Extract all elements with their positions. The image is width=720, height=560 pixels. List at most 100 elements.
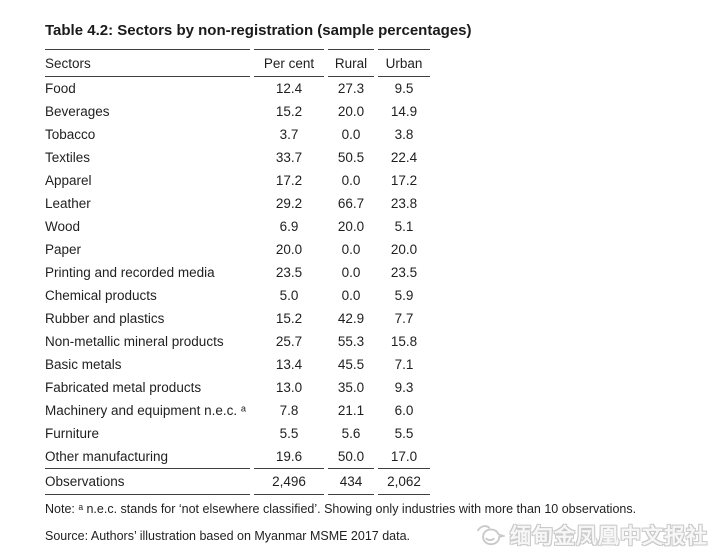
sector-cell: Textiles (45, 150, 91, 165)
sector-cell: Tobacco (45, 127, 96, 142)
rural-cell: 20.0 (337, 219, 365, 234)
percent-cell: 5.5 (279, 426, 299, 441)
urban-cell: 20.0 (390, 242, 418, 257)
percent-cell: 12.4 (275, 81, 303, 96)
sector-cell: Rubber and plastics (45, 311, 165, 326)
percent-cell: 25.7 (275, 334, 303, 349)
percent-cell: 3.7 (279, 127, 299, 142)
percent-cell: 13.4 (275, 357, 303, 372)
table-row: Food 12.4 27.3 9.5 (45, 77, 430, 100)
urban-cell: 14.9 (390, 104, 418, 119)
rural-cell: 0.0 (341, 242, 361, 257)
table-row: Leather 29.2 66.7 23.8 (45, 192, 430, 215)
sector-cell: Machinery and equipment n.e.c. ᵃ (45, 403, 246, 418)
table-row: Chemical products 5.0 0.0 5.9 (45, 284, 430, 307)
rural-cell: 21.1 (337, 403, 365, 418)
rural-cell: 0.0 (341, 265, 361, 280)
urban-cell: 17.2 (390, 173, 418, 188)
sector-cell: Other manufacturing (45, 449, 169, 464)
percent-cell: 23.5 (275, 265, 303, 280)
rural-cell: 45.5 (337, 357, 365, 372)
phoenix-logo-icon (477, 525, 505, 546)
rural-cell: 0.0 (341, 288, 361, 303)
sector-cell: Chemical products (45, 288, 157, 303)
percent-cell: 6.9 (279, 219, 299, 234)
column-header-urban: Urban (378, 49, 430, 77)
table-source: Source: Authors’ illustration based on M… (45, 529, 411, 543)
table-row: Fabricated metal products 13.0 35.0 9.3 (45, 376, 430, 399)
table-row: Furniture 5.5 5.6 5.5 (45, 422, 430, 445)
percent-cell: 5.0 (279, 288, 299, 303)
table-row: Tobacco 3.7 0.0 3.8 (45, 123, 430, 146)
rural-cell: 0.0 (341, 127, 361, 142)
percent-cell: 33.7 (275, 150, 303, 165)
percent-cell: 15.2 (275, 104, 303, 119)
observations-row: Observations 2,496 434 2,062 (45, 468, 430, 495)
table-note: Note: ᵃ n.e.c. stands for ‘not elsewhere… (45, 502, 637, 516)
rural-cell: 66.7 (337, 196, 365, 211)
observations-label: Observations (45, 468, 250, 495)
percent-cell: 7.8 (279, 403, 299, 418)
urban-cell: 6.0 (394, 403, 414, 418)
sector-cell: Furniture (45, 426, 100, 441)
urban-cell: 15.8 (390, 334, 418, 349)
urban-cell: 22.4 (390, 150, 418, 165)
sector-cell: Non-metallic mineral products (45, 334, 224, 349)
watermark: 缅甸金凤凰中文报社 (475, 520, 708, 550)
urban-cell: 5.1 (394, 219, 414, 234)
sector-cell: Apparel (45, 173, 92, 188)
rural-cell: 5.6 (341, 426, 361, 441)
urban-cell: 3.8 (394, 127, 414, 142)
sector-cell: Printing and recorded media (45, 265, 215, 280)
sector-cell: Wood (45, 219, 81, 234)
column-header-sectors: Sectors (45, 49, 250, 77)
table-row: Wood 6.9 20.0 5.1 (45, 215, 430, 238)
rural-cell: 55.3 (337, 334, 365, 349)
rural-cell: 50.0 (337, 449, 365, 464)
sector-cell: Paper (45, 242, 82, 257)
observations-percent-cell: 2,496 (254, 468, 324, 495)
percent-cell: 19.6 (275, 449, 303, 464)
rural-cell: 42.9 (337, 311, 365, 326)
header-row: Sectors Per cent Rural Urban (45, 49, 430, 77)
table-row: Non-metallic mineral products 25.7 55.3 … (45, 330, 430, 353)
rural-cell: 20.0 (337, 104, 365, 119)
rural-cell: 27.3 (337, 81, 365, 96)
percent-cell: 13.0 (275, 380, 303, 395)
table-header: Sectors Per cent Rural Urban (45, 49, 430, 77)
observations-rural-cell: 434 (328, 468, 374, 495)
rural-cell: 35.0 (337, 380, 365, 395)
urban-cell: 7.7 (394, 311, 414, 326)
urban-cell: 9.5 (394, 81, 414, 96)
table-row: Other manufacturing 19.6 50.0 17.0 (45, 445, 430, 468)
table-row: Printing and recorded media 23.5 0.0 23.… (45, 261, 430, 284)
table-title: Table 4.2: Sectors by non-registration (… (45, 22, 472, 39)
urban-cell: 23.5 (390, 265, 418, 280)
rural-cell: 50.5 (337, 150, 365, 165)
sector-cell: Food (45, 81, 76, 96)
watermark-text: 缅甸金凤凰中文报社 (510, 525, 708, 548)
table-row: Machinery and equipment n.e.c. ᵃ 7.8 21.… (45, 399, 430, 422)
percent-cell: 29.2 (275, 196, 303, 211)
sector-cell: Beverages (45, 104, 110, 119)
rural-cell: 0.0 (341, 173, 361, 188)
sector-cell: Fabricated metal products (45, 380, 202, 395)
table-footer: Observations 2,496 434 2,062 (45, 468, 430, 495)
urban-cell: 17.0 (390, 449, 418, 464)
urban-cell: 5.5 (394, 426, 414, 441)
percent-cell: 17.2 (275, 173, 303, 188)
data-table: Sectors Per cent Rural Urban Food 12.4 2… (41, 49, 434, 495)
sector-cell: Leather (45, 196, 91, 211)
urban-cell: 23.8 (390, 196, 418, 211)
table-row: Apparel 17.2 0.0 17.2 (45, 169, 430, 192)
table-row: Basic metals 13.4 45.5 7.1 (45, 353, 430, 376)
table-row: Textiles 33.7 50.5 22.4 (45, 146, 430, 169)
percent-cell: 15.2 (275, 311, 303, 326)
table-body: Food 12.4 27.3 9.5 Beverages 15.2 20.0 1… (45, 77, 430, 468)
sector-cell: Basic metals (45, 357, 122, 372)
urban-cell: 9.3 (394, 380, 414, 395)
table-row: Beverages 15.2 20.0 14.9 (45, 100, 430, 123)
table-row: Rubber and plastics 15.2 42.9 7.7 (45, 307, 430, 330)
urban-cell: 7.1 (394, 357, 414, 372)
